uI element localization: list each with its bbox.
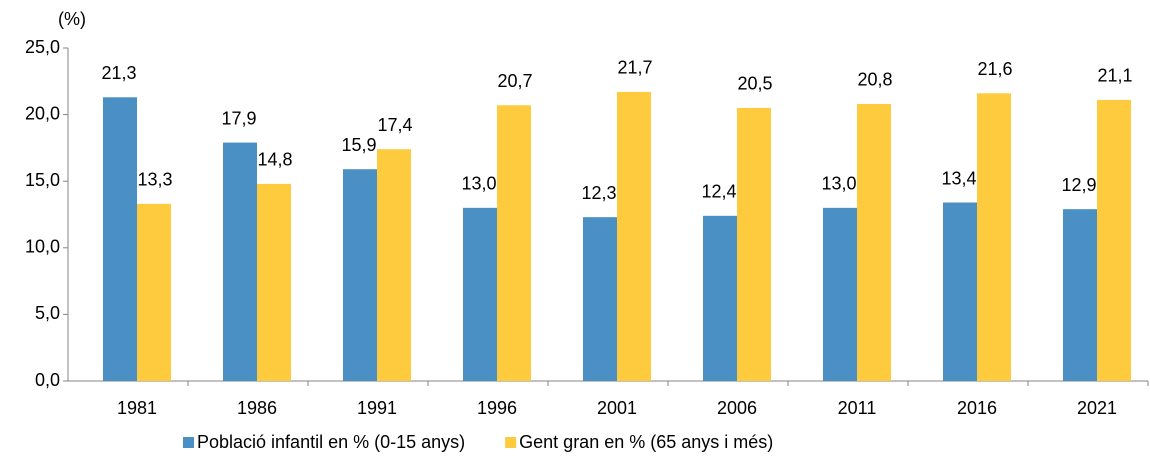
legend-label: Població infantil en % (0-15 anys) [197, 432, 465, 452]
bar [977, 93, 1011, 382]
bar [137, 203, 171, 381]
bar [497, 105, 531, 381]
value-label: 20,8 [857, 70, 892, 90]
y-tick-label: 15,0 [25, 170, 60, 190]
value-label: 14,8 [257, 150, 292, 170]
bar [343, 169, 377, 381]
value-label: 15,9 [341, 135, 376, 155]
bar [857, 103, 891, 381]
bar [617, 91, 651, 382]
y-tick-label: 0,0 [35, 370, 60, 390]
y-axis-label: (%) [58, 9, 86, 29]
bar [103, 97, 137, 381]
x-tick-label: 1981 [117, 398, 157, 418]
legend-label: Gent gran en % (65 anys i més) [519, 432, 773, 452]
legend-swatch [505, 437, 517, 448]
value-label: 12,9 [1061, 175, 1096, 195]
value-label: 20,7 [497, 71, 532, 91]
bar [1097, 99, 1131, 381]
bar [943, 202, 977, 381]
y-tick-label: 25,0 [25, 37, 60, 57]
value-label: 13,0 [461, 174, 496, 194]
y-tick-label: 5,0 [35, 303, 60, 323]
bar [257, 183, 291, 381]
x-tick-label: 2021 [1077, 398, 1117, 418]
legend-swatch [183, 437, 194, 448]
x-tick-label: 1996 [477, 398, 517, 418]
value-label: 12,4 [701, 182, 736, 202]
value-label: 17,9 [221, 108, 256, 128]
x-tick-label: 2006 [717, 398, 757, 418]
value-label: 21,1 [1097, 66, 1132, 86]
x-tick-label: 1991 [357, 398, 397, 418]
y-tick-label: 10,0 [25, 237, 60, 257]
value-label: 13,0 [821, 174, 856, 194]
value-label: 13,4 [941, 168, 976, 188]
bar [1063, 209, 1097, 381]
x-tick-label: 2001 [597, 398, 637, 418]
value-label: 21,7 [617, 58, 652, 78]
x-tick-label: 2011 [838, 398, 877, 418]
value-label: 12,3 [581, 183, 616, 203]
x-tick-label: 1986 [237, 398, 277, 418]
value-label: 13,3 [137, 170, 172, 190]
bar [223, 142, 257, 381]
bar [583, 217, 617, 381]
bar [823, 207, 857, 381]
value-label: 21,3 [101, 63, 136, 83]
bar [703, 215, 737, 381]
value-label: 21,6 [977, 59, 1012, 79]
bar [463, 207, 497, 381]
x-tick-label: 2016 [957, 398, 997, 418]
value-label: 17,4 [377, 115, 412, 135]
value-label: 20,5 [737, 74, 772, 94]
bar [737, 107, 771, 381]
y-tick-label: 20,0 [25, 103, 60, 123]
bar [377, 149, 411, 381]
